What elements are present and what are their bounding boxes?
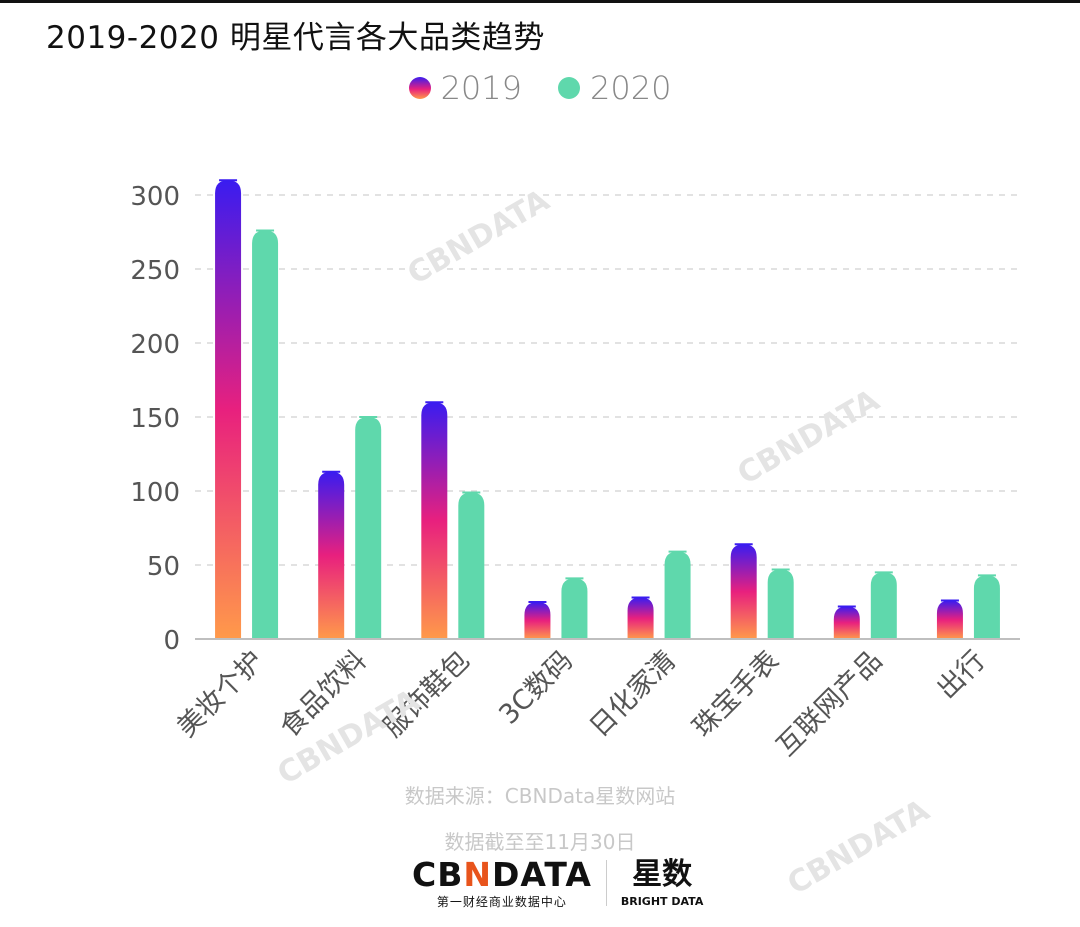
bar-2019-3[interactable] — [524, 602, 551, 639]
bar-2019-6[interactable] — [833, 606, 860, 639]
bars — [215, 179, 1000, 639]
chart-legend: 2019 2020 — [0, 68, 1080, 108]
y-tick-label: 150 — [130, 404, 180, 434]
y-tick-label: 50 — [147, 552, 180, 582]
legend-swatch-2020 — [558, 77, 580, 99]
cbndata-logo: CBNDATA 第一财经商业数据中心 — [412, 856, 592, 910]
y-tick-label: 250 — [130, 256, 180, 286]
brightdata-wordmark-en: BRIGHT DATA — [620, 895, 704, 908]
bar-2020-2[interactable] — [458, 492, 485, 639]
bar-2020-4[interactable] — [664, 551, 691, 639]
legend-label-2020: 2020 — [590, 69, 672, 107]
bar-2019-2[interactable] — [421, 402, 448, 639]
bar-2020-1[interactable] — [355, 417, 382, 639]
x-tick-label: 食品饮料 — [274, 645, 372, 743]
y-tick-label: 200 — [130, 330, 180, 360]
bar-2020-5[interactable] — [767, 569, 794, 639]
legend-item-2019[interactable]: 2019 — [408, 69, 522, 107]
cbndata-subtitle: 第一财经商业数据中心 — [436, 895, 567, 909]
cbndata-wordmark: CBNDATA — [412, 855, 592, 894]
logo-divider — [605, 860, 607, 906]
x-tick-label: 珠宝手表 — [687, 645, 785, 743]
bar-2019-1[interactable] — [318, 471, 345, 639]
x-tick-label: 出行 — [931, 645, 991, 705]
bar-2019-0[interactable] — [215, 180, 242, 639]
x-tick-label: 3C数码 — [493, 645, 579, 731]
brightdata-logo: 星数 BRIGHT DATA — [621, 856, 703, 910]
x-tick-label: 美妆个护 — [171, 645, 269, 743]
x-tick-label: 互联网产品 — [771, 645, 888, 762]
bar-2020-6[interactable] — [870, 572, 897, 639]
bar-2019-5[interactable] — [730, 544, 757, 639]
bar-2019-4[interactable] — [627, 597, 654, 639]
x-tick-label: 服饰鞋包 — [377, 645, 475, 743]
data-source-note: 数据来源：CBNData星数网站 — [404, 784, 676, 808]
legend-label-2019: 2019 — [440, 69, 522, 107]
legend-swatch-2019 — [408, 77, 431, 99]
bar-2020-0[interactable] — [252, 230, 279, 639]
bar-2020-3[interactable] — [561, 578, 588, 639]
data-date-note: 数据截至至11月30日 — [444, 830, 636, 854]
x-tick-label: 日化家清 — [584, 645, 682, 743]
bar-chart: 0 50 100 150 200 250 300 美妆个护 食品饮料 服饰鞋包 3C数码 日化家清珠… — [130, 179, 1020, 762]
top-rule — [0, 0, 1080, 3]
y-axis-ticks: 0 50 100 150 200 250 300 — [130, 182, 180, 656]
brightdata-wordmark-cn: 星数 — [632, 857, 693, 892]
legend-item-2020[interactable]: 2020 — [558, 69, 671, 107]
chart-title: 2019-2020 明星代言各大品类趋势 — [46, 20, 545, 56]
bar-2019-7[interactable] — [936, 600, 963, 639]
y-tick-label: 0 — [163, 626, 180, 656]
y-tick-label: 300 — [130, 182, 180, 212]
y-tick-label: 100 — [130, 478, 180, 508]
bar-2020-7[interactable] — [973, 575, 1000, 639]
footer-logo: CBNDATA 第一财经商业数据中心 星数 BRIGHT DATA — [412, 856, 703, 916]
